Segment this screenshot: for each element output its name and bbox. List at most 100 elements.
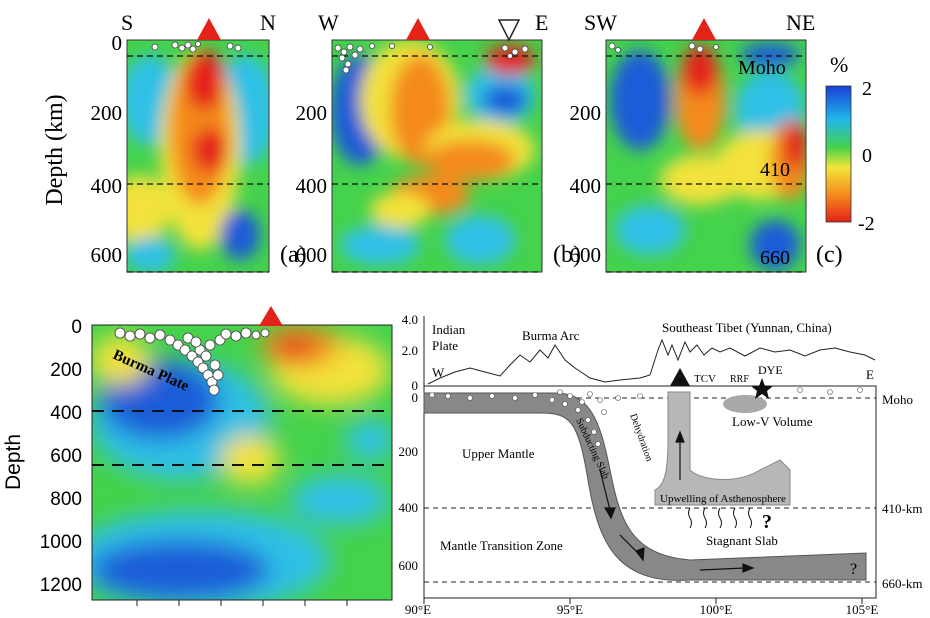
station-icon-b: [497, 19, 521, 42]
depth-tick-600: 600: [399, 558, 419, 573]
moho-label-c: Moho: [738, 57, 786, 79]
ytick-400-b: 400: [296, 174, 328, 198]
colorbar-gradient: [825, 85, 852, 223]
schematic-xticks: 90°E 95°E 100°E 105°E: [405, 602, 878, 617]
colorbar-tick-min: -2: [858, 213, 875, 235]
panel-a-tomography: [127, 40, 269, 272]
label-low-v: Low-V Volume: [732, 414, 813, 429]
bottom-left-yticks: 0 200 400 600 800 1000 1200: [40, 317, 82, 596]
schematic-xtick-marks: [423, 598, 863, 604]
ytick-600-b: 600: [296, 243, 328, 267]
label-w: W: [432, 365, 445, 380]
label-660km: 660-km: [882, 576, 922, 591]
label-burma-arc: Burma Arc: [522, 328, 580, 343]
dir-c-left: SW: [584, 10, 617, 35]
panel-c-tomography: [606, 40, 806, 272]
volcano-icon-a: [197, 18, 221, 40]
ytick-0: 0: [112, 31, 123, 55]
bottom-left-xticks: [136, 600, 348, 606]
schematic-depth-ticks: 0 200 400 600: [399, 390, 419, 573]
volcano-icon-tcv: [670, 368, 690, 386]
panel-b: [331, 39, 543, 273]
topography-profile: [427, 338, 876, 385]
bottom-left-tomography: [92, 325, 392, 600]
bottom-left-ylabel: Depth: [2, 434, 25, 490]
label-q1: ?: [762, 511, 772, 533]
colorbar: % 2 0 -2: [825, 52, 875, 235]
label-upper-mantle: Upper Mantle: [462, 446, 535, 461]
colorbar-unit: %: [830, 52, 848, 77]
label-rrf: RRF: [730, 374, 749, 385]
star-icon-dye: [751, 378, 773, 399]
bl-ytick-600: 600: [50, 446, 82, 467]
dir-a-right: N: [260, 10, 276, 35]
top-earthquakes: [151, 41, 719, 74]
slab-arrows: [599, 430, 755, 573]
bottom-left-earthquakes: [114, 327, 270, 396]
label-stagnant: Stagnant Slab: [706, 533, 778, 548]
label-indian-2: Plate: [432, 338, 458, 353]
label-mtz: Mantle Transition Zone: [440, 538, 563, 553]
topo-tick-0: 0: [412, 378, 419, 393]
panel-letters: (a) (b) (c): [280, 242, 843, 268]
panel-label-b: (b): [553, 242, 581, 268]
bl-ytick-0: 0: [71, 317, 82, 338]
bottom-left-dashed: [92, 410, 392, 466]
dir-a-left: S: [121, 10, 133, 35]
bl-ytick-200: 200: [50, 360, 82, 381]
dir-b-left: W: [318, 10, 339, 35]
ytick-200-c: 200: [570, 101, 602, 125]
panel-label-a: (a): [280, 242, 307, 268]
ytick-400: 400: [91, 174, 123, 198]
ytick-200-b: 200: [296, 101, 328, 125]
top-dashed-lines: [127, 55, 806, 273]
low-v-volume: [723, 395, 767, 413]
panel-label-c: (c): [816, 242, 843, 268]
depth-tick-400: 400: [399, 500, 419, 515]
top-direction-labels: S N W E SW NE: [121, 10, 815, 35]
dir-c-right: NE: [786, 10, 815, 35]
label-e: E: [866, 367, 874, 382]
ytick-600: 600: [91, 243, 123, 267]
ytick-600-c: 600: [570, 243, 602, 267]
d410-label-c: 410: [760, 159, 790, 181]
panel-b-tomography: [332, 40, 542, 272]
topo-ticks: 4.0 2.0 0: [402, 312, 418, 393]
upwelling-shape: [654, 391, 791, 506]
volcano-icon-c: [692, 18, 716, 40]
label-moho: Moho: [882, 392, 913, 407]
d660-label-c: 660: [760, 247, 790, 269]
top-yticks: 0 200 400 600 200 400 600 200 400 600: [91, 31, 602, 267]
bottom-left-panel: Burma Plate Depth 0 200 400 600 800 1000…: [2, 306, 393, 606]
depth-tick-0: 0: [412, 390, 419, 405]
label-se-tibet: Southeast Tibet (Yunnan, China): [662, 320, 832, 335]
dir-b-right: E: [535, 10, 548, 35]
label-dye: DYE: [758, 363, 783, 377]
volcano-icon-bottom-left: [259, 306, 283, 326]
panel-c: [605, 39, 807, 273]
bl-ytick-400: 400: [50, 403, 82, 424]
colorbar-tick-zero: 0: [862, 145, 872, 167]
bl-ytick-1200: 1200: [40, 575, 82, 596]
xtick-90e: 90°E: [405, 602, 431, 617]
bl-ytick-800: 800: [50, 489, 82, 510]
topo-tick-2: 2.0: [402, 343, 418, 358]
top-ylabel: Depth (km): [42, 94, 68, 205]
label-upwelling: Upwelling of Asthenosphere: [660, 493, 786, 505]
label-410km: 410-km: [882, 501, 922, 516]
colorbar-tick-max: 2: [862, 78, 872, 100]
topo-tick-4: 4.0: [402, 312, 418, 327]
label-q2: ?: [850, 561, 857, 578]
panel-c-annotations: Moho 410 660: [738, 57, 790, 269]
subducting-slab: [423, 392, 867, 581]
xtick-100e: 100°E: [700, 602, 733, 617]
label-indian-1: Indian: [432, 322, 466, 337]
bl-ytick-1000: 1000: [40, 532, 82, 553]
upwelling-squiggles: [688, 507, 752, 529]
depth-tick-200: 200: [399, 444, 419, 459]
volcano-icon-b: [406, 18, 430, 40]
ytick-200: 200: [91, 101, 123, 125]
xtick-95e: 95°E: [557, 602, 583, 617]
bottom-right-schematic: 4.0 2.0 0: [399, 312, 923, 617]
